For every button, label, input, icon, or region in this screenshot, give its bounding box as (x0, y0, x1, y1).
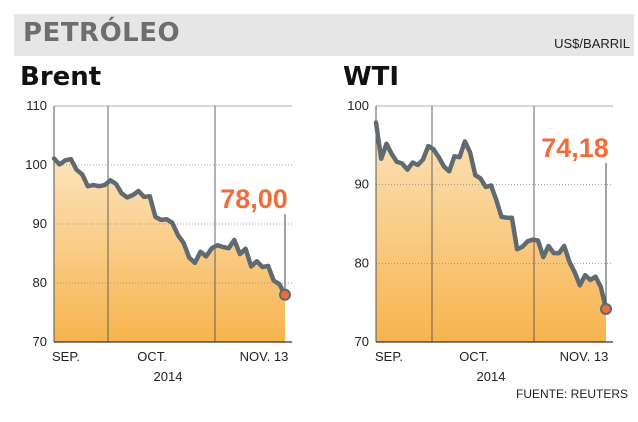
brent-x-tick-label: SEP. (52, 349, 80, 364)
brent-y-tick-label: 100 (25, 157, 47, 172)
brent-series-line (51, 156, 288, 298)
wti-y-tick-label: 70 (355, 334, 369, 349)
wti-x-tick-label: SEP. (375, 349, 403, 364)
wti-x-tick-label: OCT. (459, 349, 489, 364)
wti-y-tick-label: 80 (355, 255, 369, 270)
source-note: FUENTE: REUTERS (515, 387, 628, 401)
wti-series-line (373, 120, 609, 312)
brent-area (54, 158, 285, 342)
wti-year-label: 2014 (477, 369, 506, 384)
wti-last-value-label: 74,18 (541, 133, 609, 163)
brent-end-point (279, 288, 291, 301)
brent-last-value-label: 78,00 (220, 184, 288, 214)
unit-label: US$/BARRIL (554, 36, 630, 51)
brent-year-label: 2014 (154, 369, 183, 384)
wti-end-point (600, 302, 612, 315)
brent-y-tick-label: 70 (33, 334, 47, 349)
chart-title-brent: Brent (20, 62, 102, 92)
wti-y-tick-label: 100 (347, 98, 369, 113)
wti-x-tick-label: NOV. 13 (560, 349, 609, 364)
page-title: PETRÓLEO (23, 18, 181, 48)
brent-x-tick-label: NOV. 13 (240, 349, 289, 364)
brent-y-tick-label: 80 (33, 275, 47, 290)
brent-y-tick-label: 110 (26, 98, 47, 113)
brent-y-tick-label: 90 (33, 216, 47, 231)
chart-title-wti: WTI (343, 62, 400, 92)
brent-x-tick-label: OCT. (137, 349, 167, 364)
wti-area (376, 122, 606, 342)
header-background (14, 14, 634, 56)
wti-y-tick-label: 90 (355, 177, 369, 192)
